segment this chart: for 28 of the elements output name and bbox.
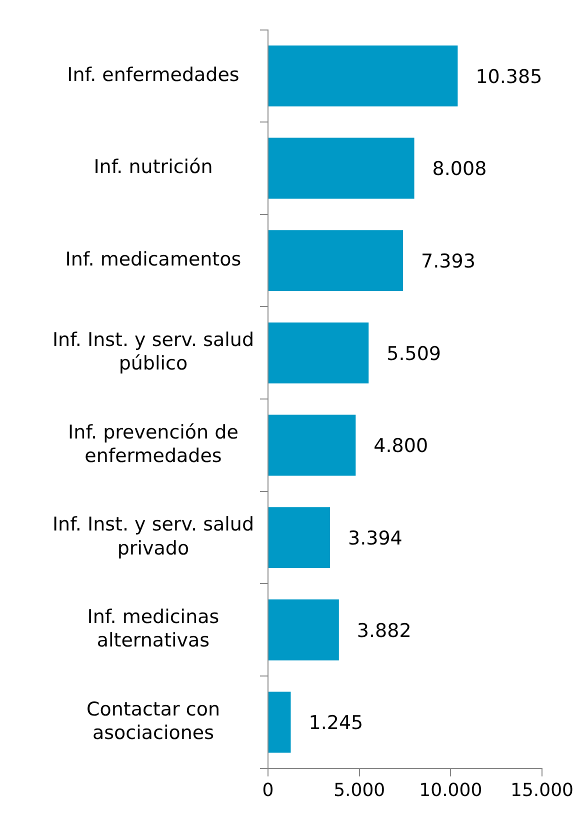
data-label: 8.008: [432, 158, 487, 180]
data-label: 7.393: [421, 250, 476, 273]
bar: [268, 414, 356, 476]
data-label: 1.245: [308, 712, 364, 734]
bar: [268, 692, 291, 753]
y-tick-label: Inf. Inst. y serv. salud privado: [52, 514, 254, 560]
y-tick-label: Contactar con asociaciones: [86, 698, 220, 744]
bar: [268, 322, 369, 384]
bar: [268, 599, 339, 660]
bar: [268, 45, 458, 106]
x-tick-label: 0: [262, 780, 274, 801]
x-tick-label: 10.000: [419, 780, 482, 801]
bar: [268, 138, 414, 199]
y-tick-label: Inf. nutrición: [94, 156, 213, 178]
y-tick-label: Inf. Inst. y serv. salud público: [52, 328, 254, 375]
x-tick-label: 5.000: [334, 780, 386, 801]
bar: [268, 507, 330, 568]
data-label: 4.800: [374, 435, 428, 458]
data-label: 3.394: [348, 528, 402, 550]
y-tick-label: Inf. medicamentos: [65, 248, 242, 271]
x-tick-label: 15.000: [510, 780, 574, 801]
data-label: 5.509: [386, 342, 442, 365]
bar: [268, 230, 404, 292]
y-tick-label: Inf. medicinas alternativas: [87, 606, 220, 652]
data-label: 3.882: [356, 620, 412, 642]
y-tick-label: Inf. prevención de enfermedades: [68, 421, 238, 468]
data-label: 10.385: [476, 66, 542, 88]
y-tick-label: Inf. enfermedades: [67, 64, 240, 86]
